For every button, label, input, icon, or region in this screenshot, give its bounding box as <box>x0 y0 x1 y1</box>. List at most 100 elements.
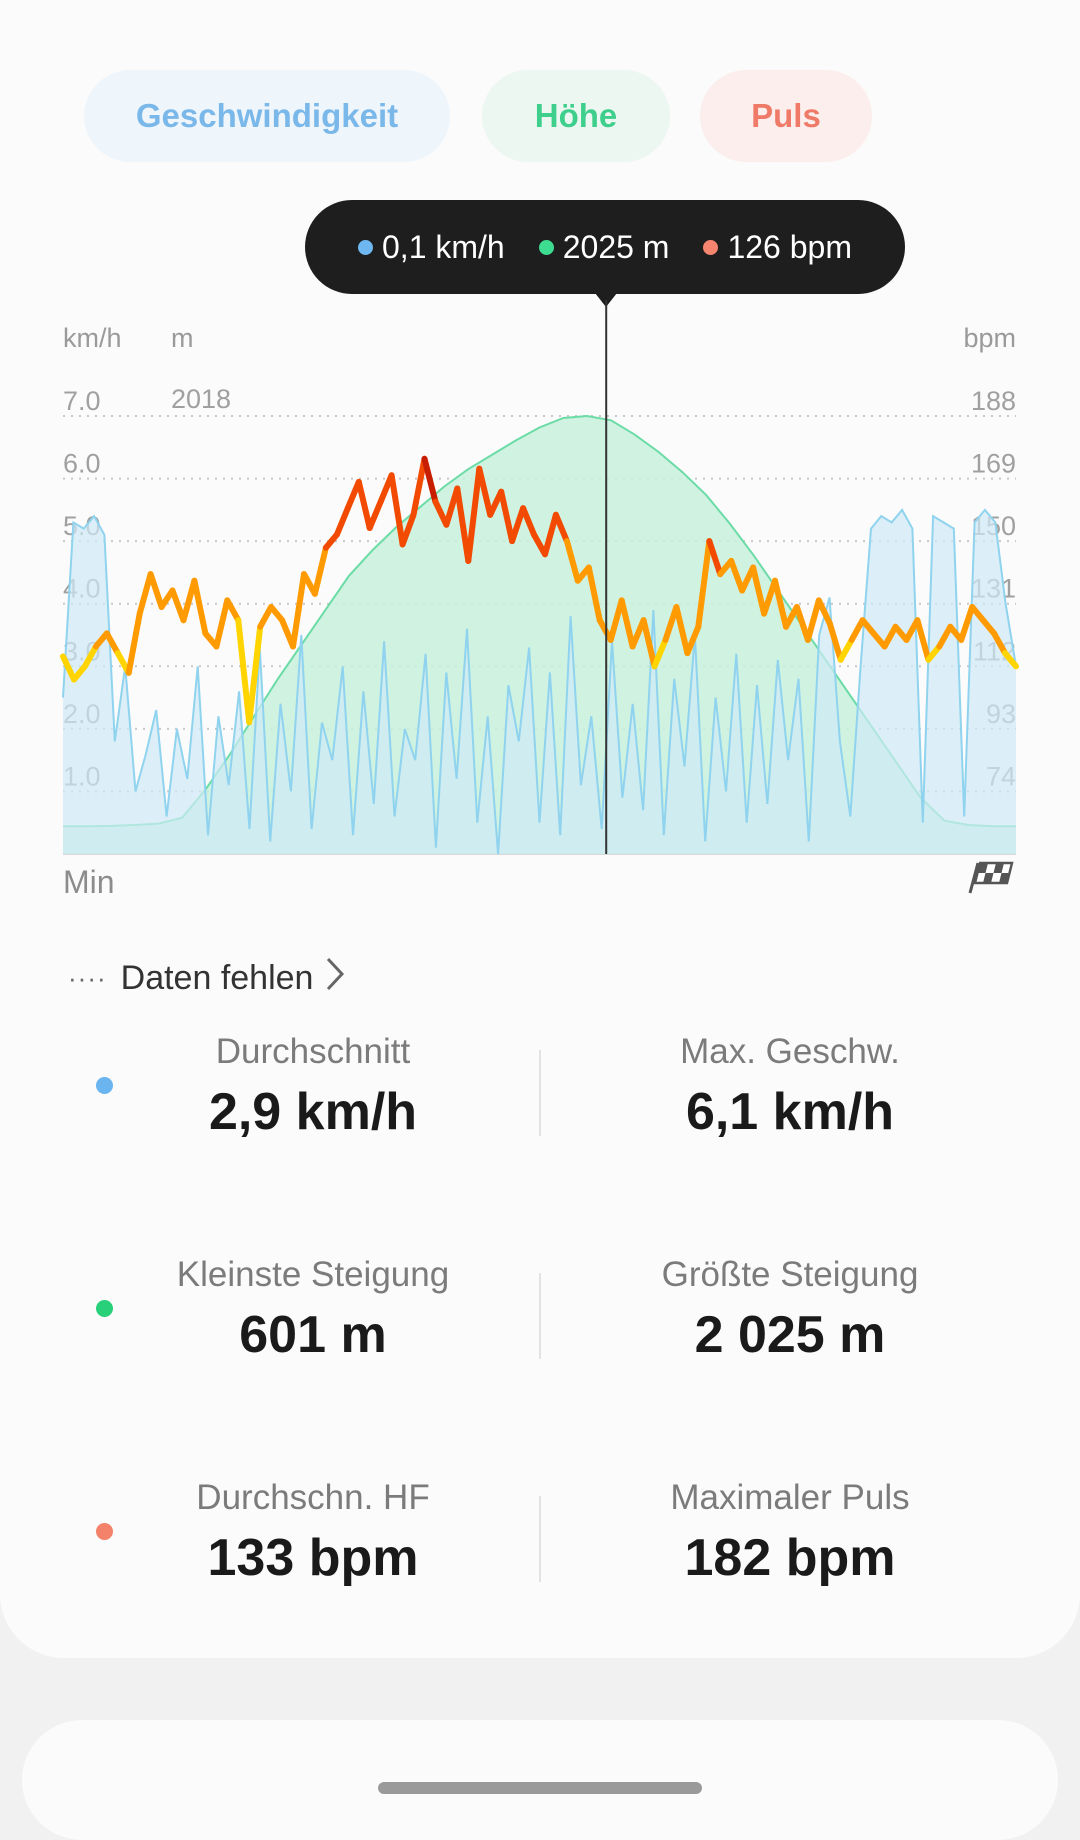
altitude-bullet-icon <box>96 1300 113 1317</box>
pulse-bullet-icon <box>96 1523 113 1540</box>
pulse-segment <box>257 604 275 630</box>
speed-area <box>63 509 1016 854</box>
pulse-segment <box>213 597 231 650</box>
pulse-segment <box>826 620 844 663</box>
toggle-speed[interactable]: Geschwindigkeit <box>84 70 450 162</box>
pulse-segment <box>706 538 724 578</box>
pulse-segment <box>355 478 373 531</box>
pulse-segment <box>476 465 494 518</box>
pulse-segment <box>60 653 77 683</box>
pulse-segment <box>651 636 669 670</box>
pulse-segment <box>695 538 713 630</box>
pulse-segment <box>290 571 307 650</box>
pulse-segment <box>914 617 932 663</box>
pulse-segment <box>454 485 472 564</box>
pulse-segment <box>235 617 253 726</box>
stat-value: 2 025 m <box>694 1306 886 1364</box>
toggle-pulse[interactable]: Puls <box>700 70 872 162</box>
speed-stats-row: Durchschnitt 2,9 km/h Max. Geschw. 6,1 k… <box>0 1030 1080 1141</box>
speed-tick-label: 7.0 <box>63 386 101 416</box>
left-axis-unit: km/h <box>63 323 122 353</box>
tooltip-speed: 0,1 km/h <box>358 229 505 266</box>
pulse-segment <box>684 623 702 657</box>
pulse-segment <box>881 623 899 650</box>
pulse-segment <box>607 597 625 643</box>
toggle-pulse-label: Puls <box>751 97 821 134</box>
speed-line <box>62 508 1017 855</box>
pulse-segment <box>848 617 866 643</box>
pulse-segment <box>542 511 559 558</box>
divider <box>539 1273 541 1359</box>
axis-labels: km/h m bpm 2018 Min <box>63 323 1016 900</box>
stat-label: Maximaler Puls <box>670 1478 910 1517</box>
tooltip-altitude: 2025 m <box>538 228 670 266</box>
right-axis-unit: bpm <box>963 323 1016 353</box>
tooltip-pulse-value: 126 bpm <box>727 228 852 265</box>
divider <box>539 1050 541 1136</box>
pulse-segment <box>728 557 746 594</box>
pulse-segment <box>103 630 121 657</box>
chart-tooltip: 0,1 km/h 2025 m 126 bpm <box>305 200 905 294</box>
altitude-stats-row: Kleinste Steigung 601 m Größte Steigung … <box>0 1253 1080 1364</box>
dotted-line-icon: ···· <box>68 963 107 993</box>
pulse-segment <box>246 623 264 726</box>
pulse-segment <box>793 604 811 643</box>
pulse-segment <box>410 455 428 518</box>
pulse-segment <box>662 604 680 643</box>
pulse-segment <box>180 577 198 624</box>
stat-value: 601 m <box>239 1306 387 1364</box>
home-indicator[interactable] <box>378 1782 702 1794</box>
pulse-tick-label: 169 <box>971 449 1016 479</box>
pulse-segment <box>169 587 187 624</box>
workout-chart[interactable]: 7.01886.01695.01504.01313.01122.0931.074… <box>0 300 1080 900</box>
pulse-segment <box>136 571 154 617</box>
speed-series <box>62 508 1017 855</box>
tooltip-altitude-value: 2025 m <box>562 228 670 265</box>
pulse-segment <box>388 472 406 548</box>
pulse-segment <box>750 564 768 617</box>
pulse-segment <box>421 455 439 505</box>
stat-label: Kleinste Steigung <box>176 1255 450 1294</box>
stat-label: Max. Geschw. <box>680 1032 900 1071</box>
speed-bullet-icon <box>96 1077 113 1094</box>
pulse-segment <box>191 577 209 637</box>
stat-label: Durchschnitt <box>215 1032 411 1071</box>
workout-chart-card: Geschwindigkeit Höhe Puls 0,1 km/h 2025 … <box>0 70 1080 1587</box>
pulse-segment <box>498 488 516 545</box>
stat-value: 133 bpm <box>207 1529 419 1587</box>
pulse-segment <box>147 571 165 610</box>
pulse-segment <box>958 604 976 643</box>
stat-value: 6,1 km/h <box>685 1083 895 1141</box>
missing-data-link[interactable]: ···· Daten fehlen <box>68 956 345 1001</box>
tooltip-speed-value: 0,1 km/h <box>382 228 505 265</box>
next-card-peek <box>22 1720 1058 1840</box>
pulse-segment <box>311 544 329 597</box>
pulse-segment <box>520 505 537 538</box>
middle-axis-unit: m <box>171 323 194 353</box>
pulse-segment <box>563 538 581 584</box>
chevron-right-icon <box>325 956 345 1001</box>
pulse-segment <box>333 505 351 538</box>
toggle-speed-label: Geschwindigkeit <box>135 97 399 134</box>
missing-data-label: Daten fehlen <box>120 959 314 997</box>
pulse-segment <box>125 610 143 676</box>
pulse-segment <box>761 577 778 617</box>
pulse-segment <box>837 636 855 663</box>
stat-label: Größte Steigung <box>661 1255 919 1294</box>
pulse-segment <box>618 597 636 650</box>
speed-dot-icon <box>358 239 373 255</box>
pulse-segment <box>81 643 99 670</box>
pulse-segment <box>465 465 483 564</box>
pulse-tick-label: 188 <box>971 386 1016 416</box>
divider <box>539 1496 541 1582</box>
pulse-segment <box>640 617 658 670</box>
x-start-label: Min <box>63 864 115 900</box>
toggle-altitude[interactable]: Höhe <box>482 70 670 162</box>
pulse-segment <box>552 511 570 545</box>
pulse-segment <box>772 577 789 630</box>
toggle-altitude-label: Höhe <box>534 97 618 134</box>
pulse-segment <box>991 630 1008 657</box>
pulse-segment <box>673 604 691 657</box>
stat-label: Durchschn. HF <box>196 1478 430 1517</box>
pulse-segment <box>366 498 384 531</box>
